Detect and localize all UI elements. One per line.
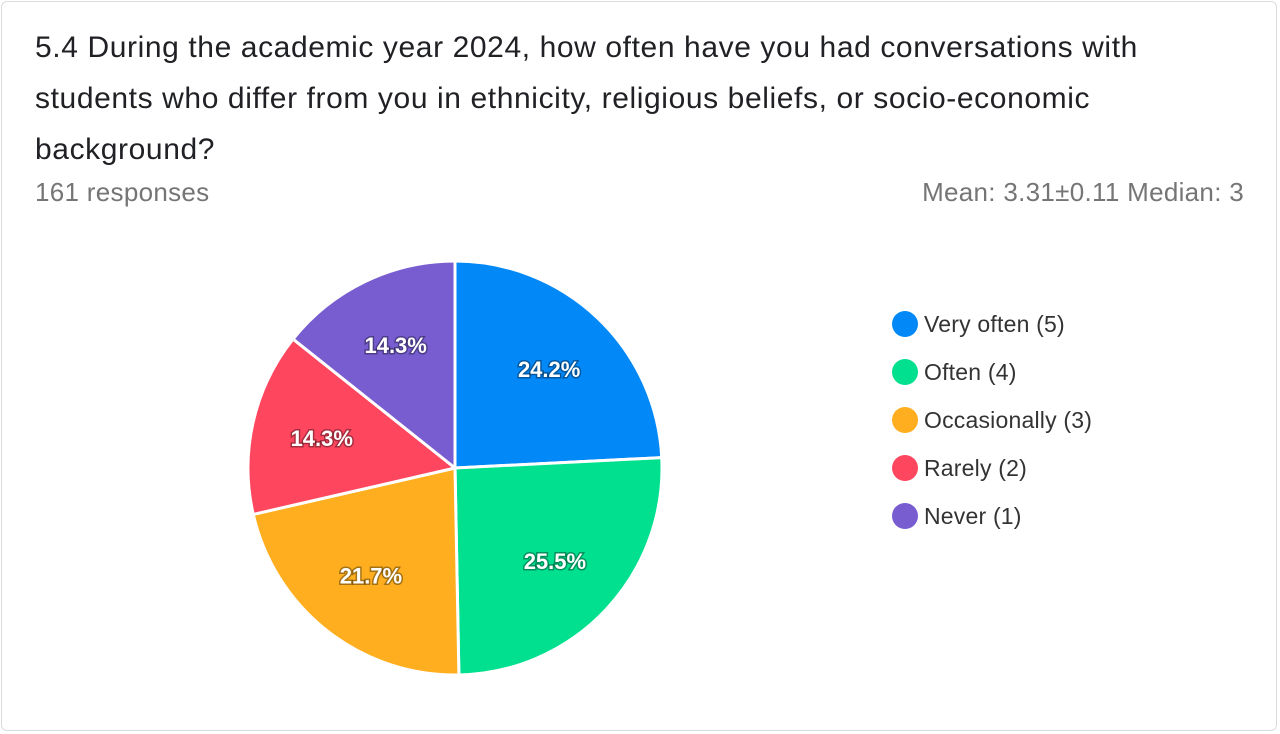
pie-slice[interactable] — [246, 337, 457, 516]
pie-slice[interactable] — [453, 259, 664, 470]
summary-stats: Mean: 3.31±0.11 Median: 3 — [922, 177, 1244, 207]
legend-item[interactable]: Very often (5) — [892, 300, 1092, 348]
slice-value-label: 21.7% — [340, 564, 402, 589]
legend-swatch-icon — [892, 407, 918, 433]
legend-item[interactable]: Never (1) — [892, 492, 1092, 540]
legend: Very often (5) Often (4) Occasionally (3… — [892, 300, 1092, 540]
response-count: 161 responses — [35, 177, 210, 207]
legend-item[interactable]: Often (4) — [892, 348, 1092, 396]
slice-value-label: 25.5% — [524, 549, 586, 574]
pie-slice[interactable] — [251, 466, 461, 677]
question-title: 5.4 During the academic year 2024, how o… — [35, 31, 1138, 166]
legend-label: Very often (5) — [924, 310, 1065, 337]
legend-label: Never (1) — [924, 502, 1022, 529]
slice-value-label: 24.2% — [518, 357, 580, 382]
legend-swatch-icon — [892, 359, 918, 385]
legend-swatch-icon — [892, 503, 918, 529]
slice-value-label: 14.3% — [364, 333, 426, 358]
legend-item[interactable]: Occasionally (3) — [892, 396, 1092, 444]
pie-slice[interactable] — [291, 259, 457, 470]
legend-swatch-icon — [892, 311, 918, 337]
legend-item[interactable]: Rarely (2) — [892, 444, 1092, 492]
legend-label: Occasionally (3) — [924, 406, 1093, 433]
legend-label: Often (4) — [924, 358, 1017, 385]
legend-swatch-icon — [892, 455, 918, 481]
pie-slice[interactable] — [453, 456, 664, 677]
slice-value-label: 14.3% — [291, 426, 353, 451]
legend-label: Rarely (2) — [924, 454, 1027, 481]
